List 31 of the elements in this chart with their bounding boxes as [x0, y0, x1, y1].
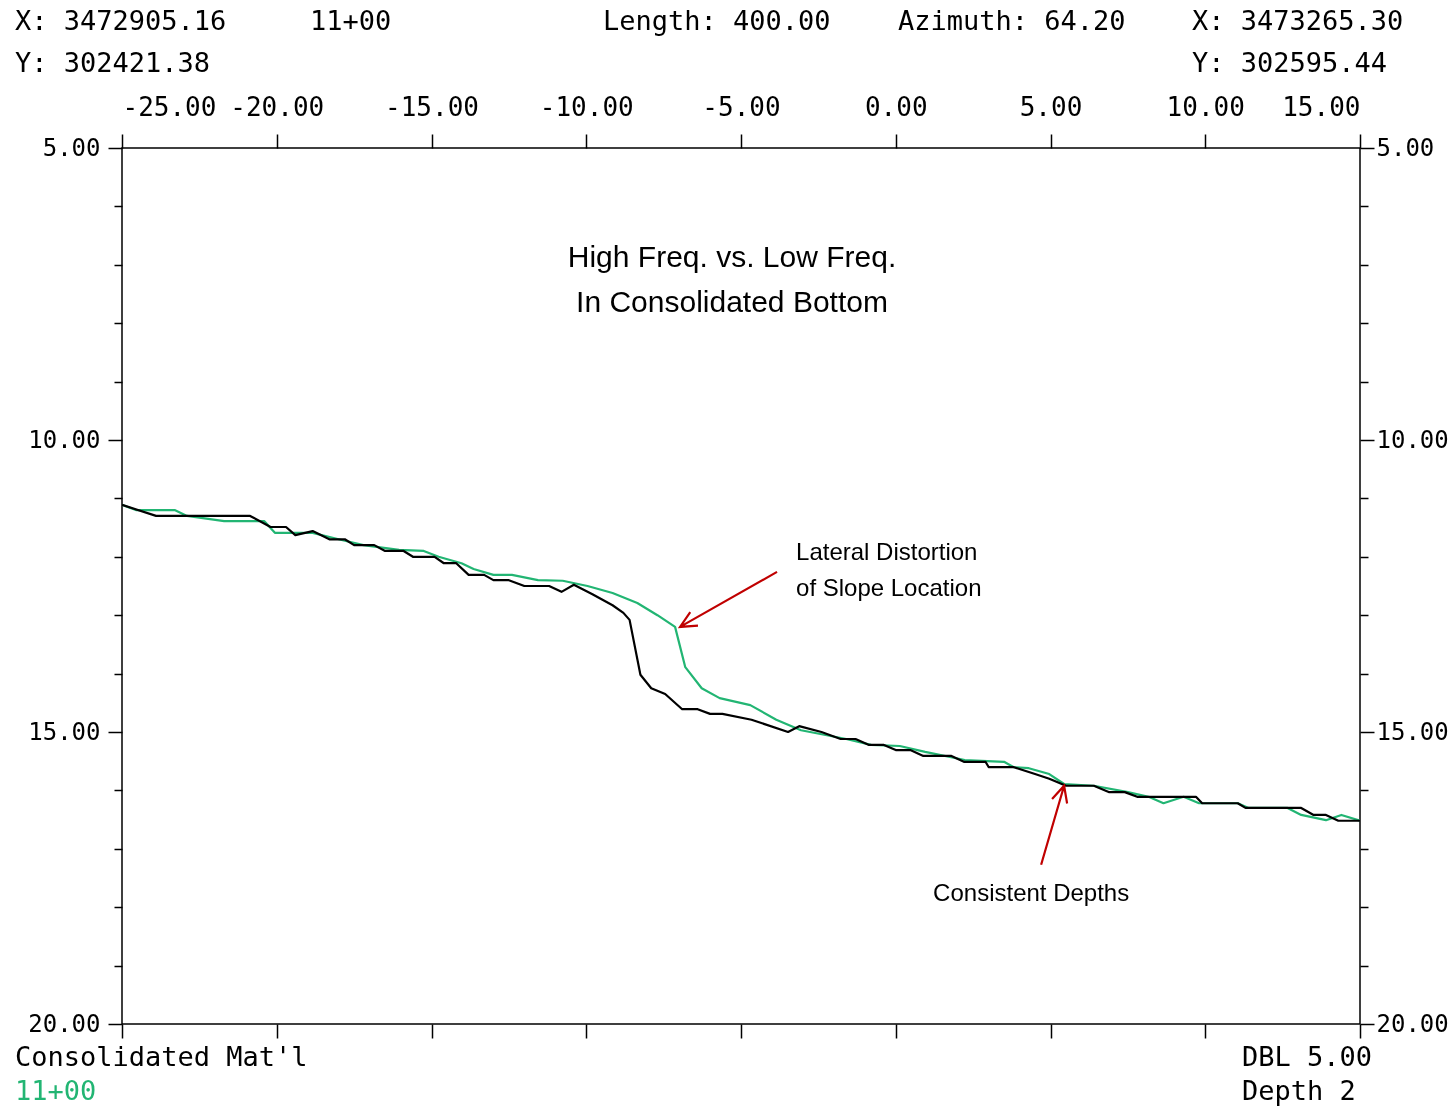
y-tick-label: 10.00 [28, 425, 101, 454]
x-tick-label: -10.00 [539, 91, 634, 122]
text: Y: 302595.44 [1192, 47, 1388, 78]
text: X: 3473265.30 [1192, 5, 1404, 36]
x-tick-label: 5.00 [1019, 91, 1083, 122]
text: Consolidated Mat'l [15, 1041, 308, 1072]
x-tick-label: 0.00 [864, 91, 928, 122]
y2-tick-label: 20.00 [1376, 1009, 1449, 1038]
x-tick-label: -25.00 [122, 91, 217, 122]
y2-tick-label: 5.00 [1376, 133, 1435, 162]
x-tick-label: -5.00 [702, 91, 781, 122]
x-tick-label: 15.00 [1282, 91, 1361, 122]
annotation: Consistent Depths [933, 878, 1130, 906]
text: Azimuth: 64.20 [898, 5, 1126, 36]
y-tick-label: 5.00 [42, 133, 101, 162]
y2-tick-label: 10.00 [1376, 425, 1449, 454]
text: X: 3472905.16 [15, 5, 227, 36]
text: High Freq. vs. Low Freq. In Consolidated Bottom [567, 240, 897, 318]
x-tick-label: -20.00 [230, 91, 325, 122]
y-tick-label: 15.00 [28, 717, 101, 746]
text: Y: 302421.38 [15, 47, 211, 78]
x-tick-label: 10.00 [1166, 91, 1245, 122]
text: DBL 5.00 [1242, 1041, 1373, 1072]
text: Depth 2 [1242, 1075, 1356, 1106]
text: 11+00 [15, 1075, 97, 1106]
x-tick-label: -15.00 [385, 91, 479, 122]
text: 11+00 [310, 5, 392, 36]
y-tick-label: 20.00 [28, 1009, 101, 1038]
y2-tick-label: 15.00 [1376, 717, 1449, 746]
text: Length: 400.00 [603, 5, 831, 36]
annotation: Lateral Distortion of Slope Location [796, 537, 982, 601]
